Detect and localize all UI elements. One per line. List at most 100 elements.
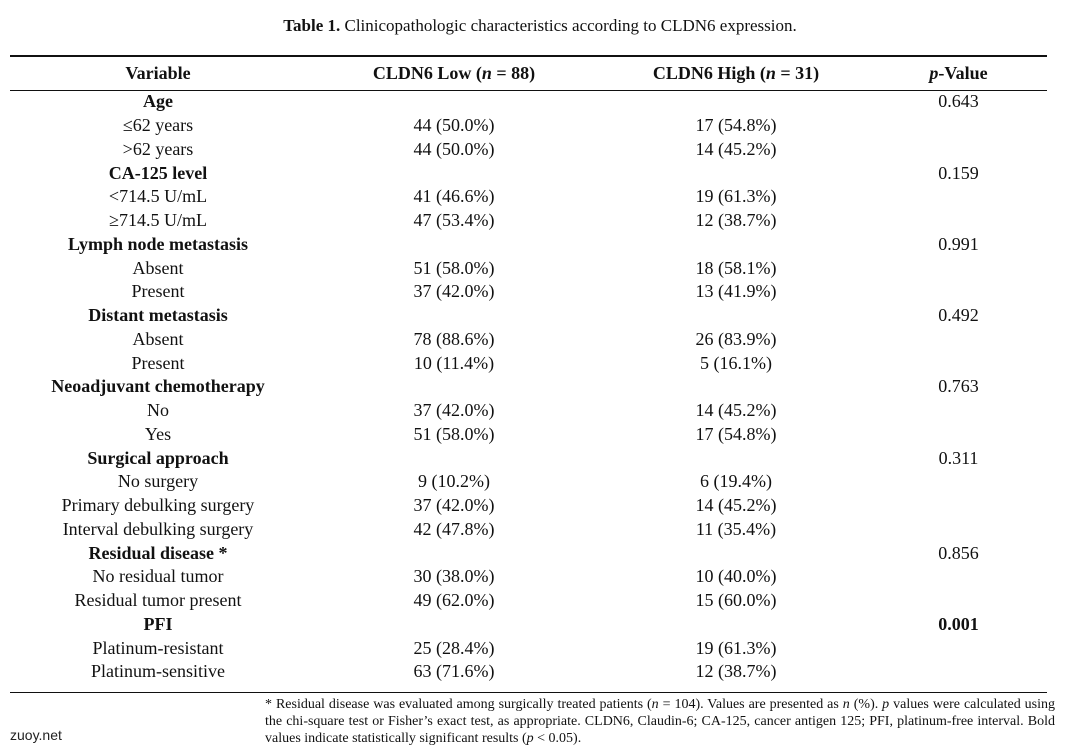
cell-cldn6-high: 18 (58.1%) — [695, 257, 777, 278]
cell-variable: Residual tumor present — [74, 590, 242, 611]
table-group-row: PFI 0.001 — [10, 613, 1047, 637]
cell-p-value — [870, 328, 1047, 352]
table-group-row: Distant metastasis 0.492 — [10, 304, 1047, 328]
cell-p-value — [870, 494, 1047, 518]
table-row: Interval debulking surgery 42 (47.8%) 11 (… — [10, 518, 1047, 542]
table-row: ≥714.5 U/mL 47 (53.4%) 12 (38.7%) — [10, 209, 1047, 233]
cell-cldn6-low: 63 (71.6%) — [413, 661, 495, 682]
cell-variable: Absent — [132, 328, 184, 349]
table-group-row: Lymph node metastasis 0.991 — [10, 233, 1047, 257]
cell-cldn6-low: 9 (10.2%) — [418, 471, 490, 492]
cell-cldn6-high: 17 (54.8%) — [695, 423, 777, 444]
cell-p-value — [870, 185, 1047, 209]
header-row: Variable CLDN6 Low (n = 88) CLDN6 High (… — [10, 57, 1047, 90]
cell-p-value — [870, 470, 1047, 494]
cell-cldn6-low: 37 (42.0%) — [413, 281, 495, 302]
cell-variable: Interval debulking surgery — [62, 518, 254, 539]
cell-variable: No residual tumor — [92, 566, 224, 587]
cell-variable: Residual disease * — [88, 542, 228, 563]
cell-p-value: 0.763 — [938, 376, 979, 397]
cell-cldn6-low — [306, 541, 602, 565]
cell-cldn6-low — [306, 304, 602, 328]
cell-p-value — [870, 114, 1047, 138]
cell-variable: No — [147, 400, 169, 421]
cell-variable: Surgical approach — [87, 447, 229, 468]
header-p-value: p-Value — [929, 63, 988, 83]
cell-p-value — [870, 351, 1047, 375]
cell-p-value — [870, 660, 1047, 684]
cell-variable: ≥714.5 U/mL — [109, 210, 207, 231]
cell-p-value — [870, 565, 1047, 589]
cell-cldn6-low: 42 (47.8%) — [413, 518, 495, 539]
cell-cldn6-low — [306, 375, 602, 399]
cell-p-value — [870, 138, 1047, 162]
header-cldn6-low: CLDN6 Low (n = 88) — [372, 63, 536, 83]
table-group-row: Residual disease * 0.856 — [10, 541, 1047, 565]
cell-variable: Primary debulking surgery — [61, 495, 255, 516]
table-row: Primary debulking surgery 37 (42.0%) 14 (4… — [10, 494, 1047, 518]
table-bottom-rule — [10, 692, 1047, 693]
cell-cldn6-low — [306, 613, 602, 637]
header-cldn6-high: CLDN6 High (n = 31) — [652, 63, 820, 83]
cell-cldn6-high: 19 (61.3%) — [695, 637, 777, 658]
cell-p-value: 0.856 — [938, 542, 979, 563]
table-footnote: * Residual disease was evaluated among s… — [265, 697, 1055, 746]
cell-p-value — [870, 636, 1047, 660]
cell-cldn6-high — [602, 446, 870, 470]
cell-cldn6-high: 26 (83.9%) — [695, 328, 777, 349]
cell-variable: <714.5 U/mL — [108, 186, 208, 207]
cell-p-value — [870, 518, 1047, 542]
cell-variable: Lymph node metastasis — [67, 233, 249, 254]
table-row: Absent 78 (88.6%) 26 (83.9%) — [10, 328, 1047, 352]
table-row: Absent 51 (58.0%) 18 (58.1%) — [10, 256, 1047, 280]
cell-variable: Age — [143, 91, 173, 112]
cell-cldn6-high: 14 (45.2%) — [695, 495, 777, 516]
cell-p-value: 0.643 — [938, 91, 979, 112]
table-group-row: Age 0.643 — [10, 90, 1047, 114]
table-row: Platinum-sensitive 63 (71.6%) 12 (38.7%) — [10, 660, 1047, 684]
table-row: Yes 51 (58.0%) 17 (54.8%) — [10, 423, 1047, 447]
cell-variable: Platinum-sensitive — [91, 661, 225, 682]
caption-text: Clinicopathologic characteristics accord… — [344, 16, 797, 35]
cell-cldn6-low: 25 (28.4%) — [413, 637, 495, 658]
cell-cldn6-low: 30 (38.0%) — [413, 566, 495, 587]
cell-cldn6-high: 10 (40.0%) — [695, 566, 777, 587]
table-row: No surgery 9 (10.2%) 6 (19.4%) — [10, 470, 1047, 494]
table-group-row: Neoadjuvant chemotherapy 0.763 — [10, 375, 1047, 399]
watermark-text: zuoy.net — [10, 727, 62, 743]
table-row: Present 10 (11.4%) 5 (16.1%) — [10, 351, 1047, 375]
cell-cldn6-low: 41 (46.6%) — [413, 186, 495, 207]
cell-cldn6-high: 6 (19.4%) — [700, 471, 772, 492]
table-row: <714.5 U/mL 41 (46.6%) 19 (61.3%) — [10, 185, 1047, 209]
cell-variable: Present — [131, 352, 185, 373]
cell-p-value — [870, 256, 1047, 280]
table-row: >62 years 44 (50.0%) 14 (45.2%) — [10, 138, 1047, 162]
cell-p-value: 0.991 — [938, 233, 979, 254]
cell-cldn6-low: 47 (53.4%) — [413, 210, 495, 231]
cell-p-value — [870, 589, 1047, 613]
cell-cldn6-high: 19 (61.3%) — [695, 186, 777, 207]
cell-cldn6-low: 51 (58.0%) — [413, 257, 495, 278]
cell-p-value — [870, 280, 1047, 304]
cell-variable: Absent — [132, 257, 184, 278]
cell-cldn6-high: 14 (45.2%) — [695, 138, 777, 159]
cell-cldn6-low — [306, 90, 602, 114]
table-header-rule — [10, 90, 1047, 91]
cell-p-value: 0.311 — [938, 447, 979, 468]
table-row: Platinum-resistant 25 (28.4%) 19 (61.3%) — [10, 636, 1047, 660]
cell-cldn6-low: 51 (58.0%) — [413, 423, 495, 444]
cell-cldn6-low: 44 (50.0%) — [413, 115, 495, 136]
characteristics-table: Variable CLDN6 Low (n = 88) CLDN6 High (… — [10, 57, 1047, 684]
table-group-row: Surgical approach 0.311 — [10, 446, 1047, 470]
cell-variable: ≤62 years — [122, 115, 194, 136]
cell-variable: Yes — [144, 423, 172, 444]
cell-cldn6-low: 37 (42.0%) — [413, 400, 495, 421]
cell-cldn6-high — [602, 304, 870, 328]
table-row: No residual tumor 30 (38.0%) 10 (40.0%) — [10, 565, 1047, 589]
table-caption: Table 1. Clinicopathologic characteristi… — [0, 15, 1080, 37]
cell-cldn6-high: 12 (38.7%) — [695, 661, 777, 682]
table-row: Residual tumor present 49 (62.0%) 15 (60.0… — [10, 589, 1047, 613]
cell-cldn6-low: 78 (88.6%) — [413, 328, 495, 349]
cell-cldn6-low: 49 (62.0%) — [413, 590, 495, 611]
cell-variable: Neoadjuvant chemotherapy — [51, 376, 265, 397]
